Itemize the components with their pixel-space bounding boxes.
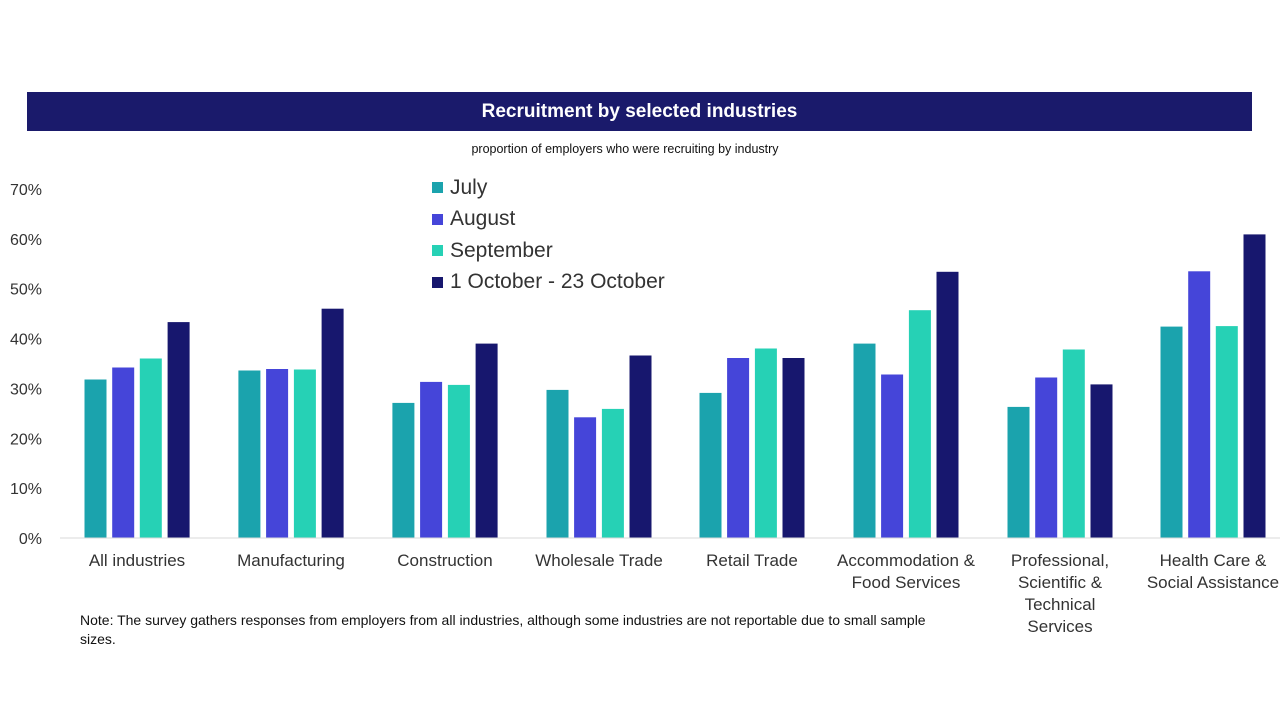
bar-july [1007, 406, 1030, 538]
chart-subtitle: proportion of employers who were recruit… [471, 142, 779, 156]
x-tick-label: Health Care & [1160, 551, 1267, 570]
bar-september [601, 408, 624, 538]
x-tick-label: Services [1027, 617, 1092, 636]
bar-august [881, 374, 904, 538]
legend-label: 1 October - 23 October [450, 270, 665, 294]
bar-july [1160, 326, 1183, 538]
chart-title-bar: Recruitment by selected industries [27, 92, 1252, 131]
x-tick-label: Construction [397, 551, 492, 570]
x-tick-label: Professional, [1011, 551, 1109, 570]
legend-label: July [450, 175, 488, 199]
bar-1-october-23-october [1090, 384, 1113, 538]
bar-july [238, 370, 261, 538]
x-tick-label: Retail Trade [706, 551, 798, 570]
legend-label: August [450, 207, 516, 231]
legend-swatch [432, 182, 443, 194]
y-tick-label: 60% [10, 232, 42, 249]
y-tick-label: 40% [10, 332, 42, 349]
bar-1-october-23-october [936, 271, 959, 538]
legend-swatch [432, 276, 443, 288]
bar-1-october-23-october [475, 343, 498, 538]
y-tick-label: 0% [19, 531, 42, 548]
x-tick-label: Scientific & [1018, 573, 1103, 592]
bar-september [908, 310, 931, 538]
x-tick-label: Wholesale Trade [535, 551, 663, 570]
bar-september [139, 358, 162, 538]
bar-august [1035, 377, 1058, 538]
bar-1-october-23-october [1243, 234, 1266, 538]
legend-item: July [432, 172, 665, 204]
legend-swatch [432, 213, 443, 225]
x-tick-label: Food Services [852, 573, 961, 592]
bar-july [392, 402, 415, 538]
bar-1-october-23-october [321, 308, 344, 538]
legend-label: September [450, 238, 553, 262]
chart-title: Recruitment by selected industries [481, 100, 798, 122]
bar-august [112, 367, 135, 538]
bar-july [84, 379, 107, 538]
bar-september [293, 369, 316, 538]
x-tick-label: Manufacturing [237, 551, 345, 570]
y-tick-label: 50% [10, 282, 42, 299]
bar-july [699, 392, 722, 538]
bar-september [1062, 349, 1085, 538]
bar-1-october-23-october [167, 322, 190, 538]
bar-september [447, 384, 470, 538]
y-tick-label: 30% [10, 381, 42, 398]
y-tick-label: 70% [10, 182, 42, 199]
y-tick-label: 10% [10, 481, 42, 498]
bar-september [754, 348, 777, 538]
legend-item: 1 October - 23 October [432, 267, 665, 299]
bar-july [546, 389, 569, 538]
bar-august [727, 358, 750, 538]
chart-legend: July August September 1 October - 23 Octobe… [432, 172, 665, 298]
chart-note: Note: The survey gathers responses from … [80, 612, 926, 647]
legend-swatch [432, 245, 443, 257]
bar-august [1188, 271, 1211, 538]
bar-august [420, 381, 443, 538]
bar-1-october-23-october [782, 358, 805, 538]
bar-july [853, 343, 876, 538]
bar-september [1215, 326, 1238, 538]
x-tick-label: Technical [1025, 595, 1096, 614]
bar-august [266, 369, 289, 538]
bar-1-october-23-october [629, 355, 652, 538]
x-tick-label: All industries [89, 551, 185, 570]
legend-item: September [432, 235, 665, 267]
x-tick-label: Accommodation & [837, 551, 976, 570]
y-tick-label: 20% [10, 431, 42, 448]
x-tick-label: Social Assistance [1147, 573, 1279, 592]
bar-august [574, 417, 597, 538]
legend-item: August [432, 204, 665, 236]
